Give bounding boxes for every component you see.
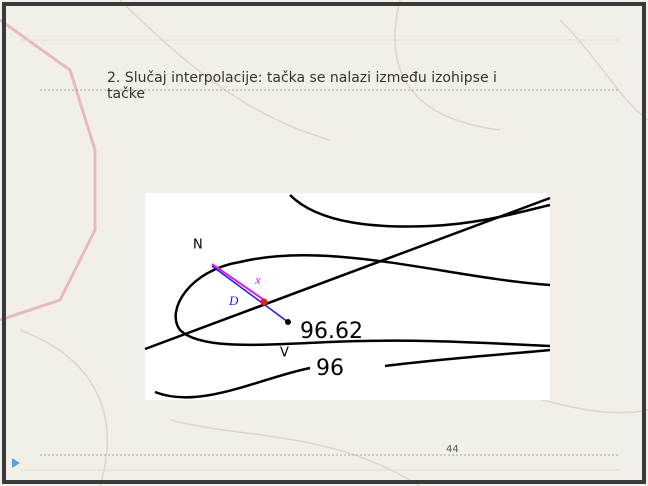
slide: N x D 96.62 V 96 2. Slučaj interpolacije… [0,0,648,486]
label-d: D [228,293,239,308]
contour-label: 96 [316,356,344,381]
page-number: 44 [446,444,459,455]
figure: N x D 96.62 V 96 [145,193,550,400]
slide-title: 2. Slučaj interpolacije: tačka se nalazi… [107,70,527,102]
point-value: 96.62 [300,319,363,344]
label-v: V [280,346,289,361]
label-x: x [254,272,261,287]
label-n: N [193,238,203,253]
